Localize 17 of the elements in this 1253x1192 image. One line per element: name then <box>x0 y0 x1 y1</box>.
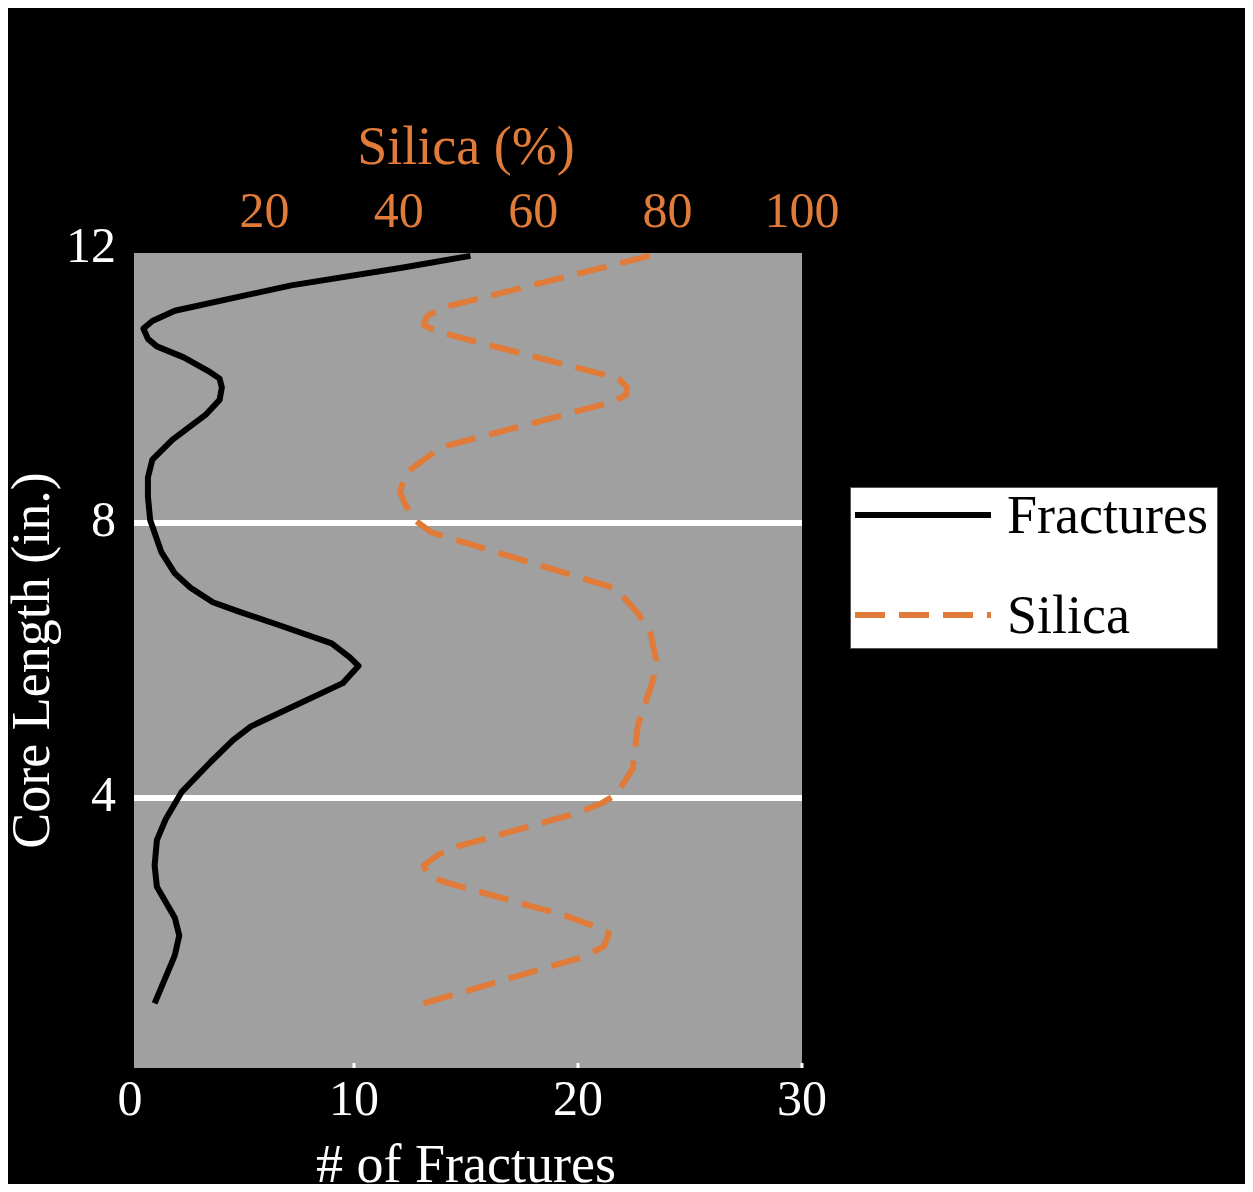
x-tick-label: 0 <box>117 1070 143 1127</box>
x2-tick-label: 40 <box>373 182 424 239</box>
x2-axis-title: Silica (%) <box>357 116 575 177</box>
x2-tick-label: 60 <box>508 182 559 239</box>
y-tick-label: 12 <box>66 217 116 274</box>
x-tick-label: 30 <box>777 1070 827 1127</box>
y-tick-label: 4 <box>91 765 116 822</box>
x2-tick-label: 20 <box>239 182 290 239</box>
x-tick-label: 10 <box>329 1070 379 1127</box>
legend-label: Silica <box>1007 585 1130 645</box>
x-tick-label: 20 <box>553 1070 603 1127</box>
x2-tick-label: 80 <box>642 182 693 239</box>
x-axis-title: # of Fractures <box>316 1133 616 1192</box>
y-axis-title: Core Length (in.) <box>1 472 62 849</box>
legend-label: Fractures <box>1007 485 1208 545</box>
x2-tick-label: 100 <box>764 182 840 239</box>
y-tick-label: 8 <box>91 491 116 548</box>
